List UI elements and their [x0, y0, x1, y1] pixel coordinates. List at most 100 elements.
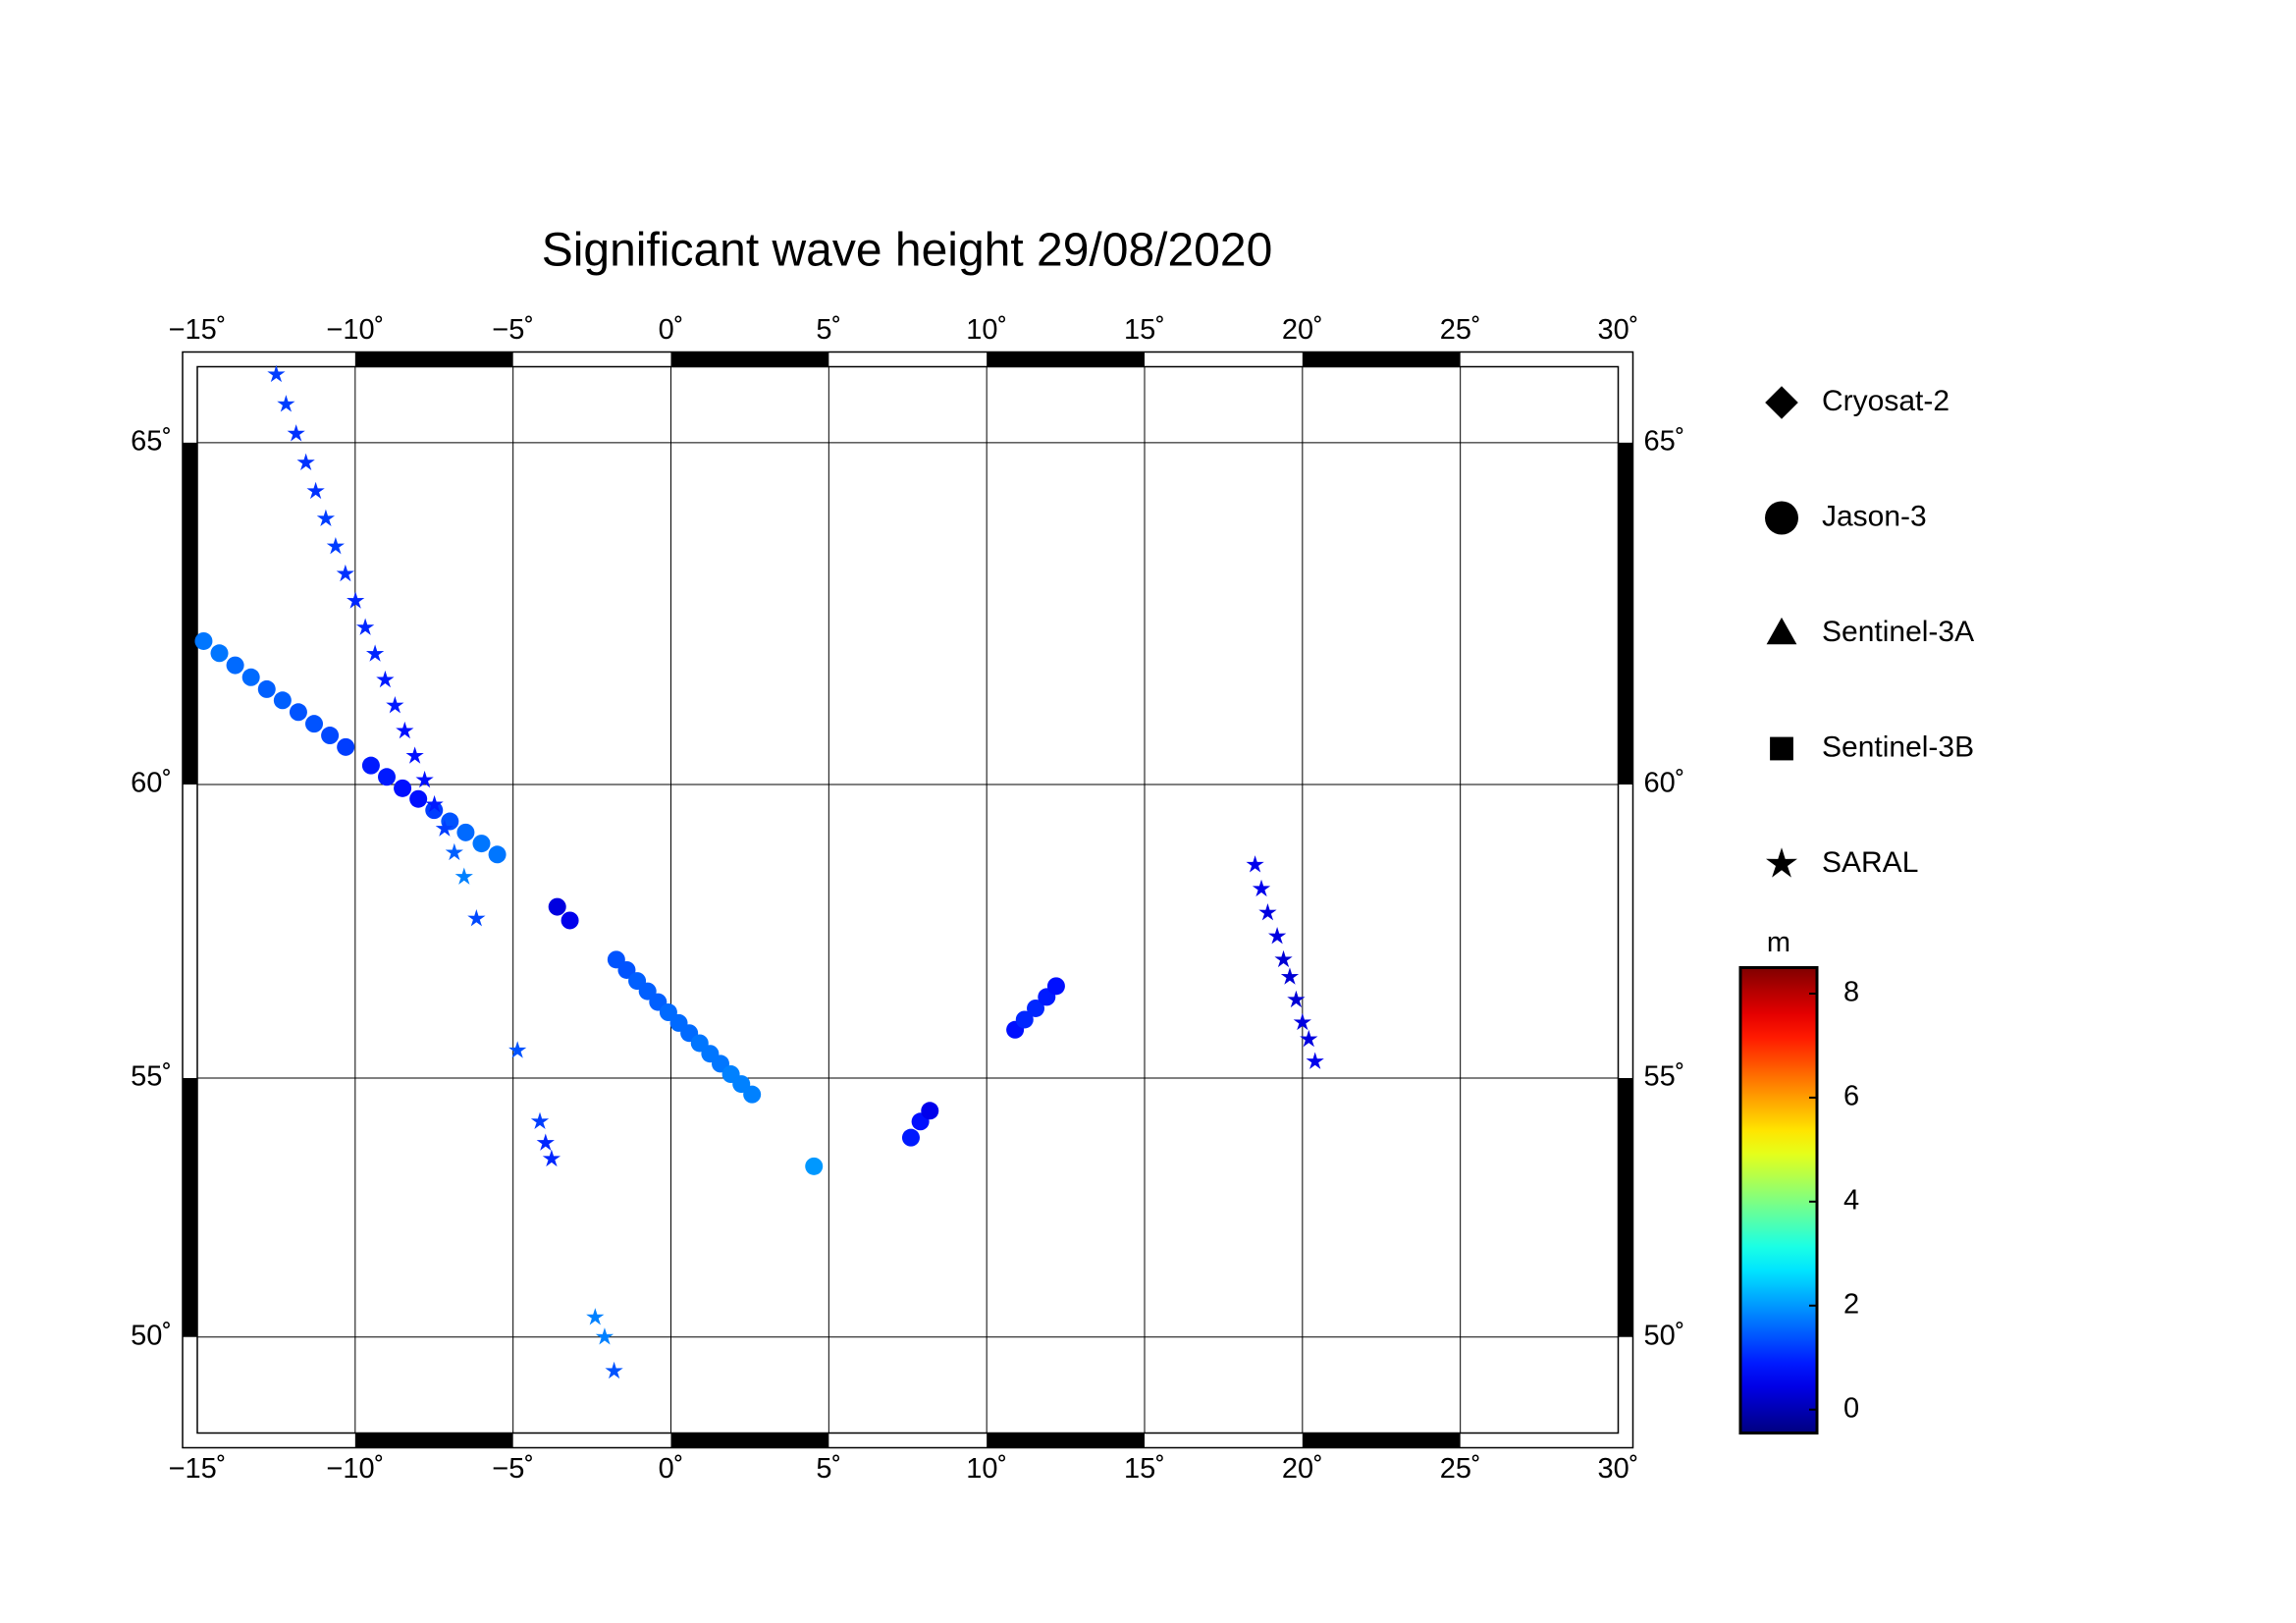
track-point: [305, 715, 324, 733]
track-point: [1258, 903, 1277, 921]
track-point: [586, 1308, 605, 1325]
legend-marker: [1765, 386, 1798, 419]
legend-label: SARAL: [1822, 846, 1918, 879]
frame-bar: [987, 352, 1145, 367]
frame-bar: [1302, 1433, 1461, 1448]
track-point: [445, 842, 463, 861]
tracks: [194, 364, 1324, 1380]
track-point: [405, 746, 424, 764]
x-tick-label: 25˚: [1440, 1453, 1481, 1485]
track-point: [1267, 927, 1287, 945]
legend: Cryosat-2 Jason-3 Sentinel-3A Sentinel-3B SA…: [1765, 385, 1974, 879]
colorbar: m 0 2 4 6 8: [1738, 927, 1859, 1434]
legend-label: Sentinel-3B: [1822, 730, 1974, 763]
track-point: [316, 509, 336, 527]
legend-marker: [1766, 617, 1797, 645]
frame-bar: [354, 352, 513, 367]
track-point: [605, 1361, 623, 1380]
track-point: [210, 644, 229, 663]
track-point: [289, 703, 307, 722]
frame-bar: [183, 442, 197, 785]
track-point: [226, 656, 244, 675]
track-point: [435, 819, 454, 837]
y-tick-label: 65˚: [131, 425, 172, 457]
track-point: [1246, 855, 1264, 873]
track-point: [326, 536, 346, 555]
frame-bar: [1302, 352, 1461, 367]
track-point: [508, 1041, 527, 1058]
track-point: [472, 835, 491, 853]
colorbar-tick-label: 8: [1843, 977, 1859, 1008]
legend-label: Jason-3: [1822, 500, 1927, 532]
track-point: [595, 1327, 614, 1345]
track-point: [1280, 967, 1300, 985]
track-point: [1027, 999, 1045, 1017]
track-point: [365, 644, 385, 662]
x-tick-label: 10˚: [966, 314, 1007, 346]
track-point: [409, 789, 428, 808]
frame-bar: [183, 1077, 197, 1337]
graticule: −15˚ −15˚ −10˚ −10˚ −5˚ −5˚ 0˚ 0˚ 5˚ 5˚ 10˚ 10˚ 15˚ 1…: [131, 314, 1684, 1485]
track-point: [257, 679, 276, 698]
track-point: [241, 668, 260, 686]
track-point: [454, 867, 473, 885]
x-tick-label: 30˚: [1598, 1453, 1639, 1485]
track-point: [467, 909, 486, 927]
track-point: [1015, 1010, 1034, 1029]
x-tick-label: 15˚: [1124, 1453, 1165, 1485]
track-point: [425, 794, 444, 813]
track-point: [548, 897, 566, 916]
track-point: [273, 691, 292, 710]
track-point: [336, 564, 354, 582]
x-tick-label: 5˚: [816, 314, 841, 346]
x-tick-label: 5˚: [816, 1453, 841, 1485]
x-tick-label: 15˚: [1124, 314, 1165, 346]
track-point: [347, 591, 365, 609]
track-point: [456, 823, 475, 841]
legend-marker: [1766, 847, 1797, 878]
track-point: [321, 727, 340, 745]
track-point: [296, 453, 315, 470]
track-point: [1300, 1029, 1318, 1048]
track-point: [386, 696, 404, 714]
y-tick-label: 55˚: [131, 1061, 172, 1093]
track-point: [805, 1157, 824, 1175]
x-tick-label: −5˚: [492, 314, 534, 346]
track-point: [415, 770, 434, 788]
track-point: [743, 1085, 762, 1104]
frame-bar: [1618, 442, 1633, 785]
track-point: [306, 481, 325, 500]
track-point: [1274, 949, 1293, 968]
track-point: [194, 631, 213, 650]
x-tick-label: 0˚: [659, 314, 684, 346]
x-tick-label: 20˚: [1282, 314, 1323, 346]
track-point: [396, 721, 414, 739]
track-point: [561, 911, 579, 930]
frame-bar: [670, 352, 829, 367]
x-tick-label: −15˚: [169, 314, 227, 346]
legend-label: Cryosat-2: [1822, 385, 1949, 417]
y-tick-label: 55˚: [1644, 1061, 1685, 1093]
x-tick-label: −5˚: [492, 1453, 534, 1485]
track-point: [267, 364, 286, 383]
map-title: Significant wave height 29/08/2020: [542, 225, 1273, 277]
track-point: [901, 1128, 920, 1147]
y-tick-label: 50˚: [131, 1320, 172, 1351]
track-point: [530, 1111, 550, 1130]
track-point: [287, 424, 305, 442]
track-point: [277, 395, 295, 412]
y-tick-label: 65˚: [1644, 425, 1685, 457]
y-tick-label: 60˚: [131, 768, 172, 799]
colorbar-tick-label: 0: [1843, 1392, 1859, 1424]
x-tick-label: 30˚: [1598, 314, 1639, 346]
frame-bar: [354, 1433, 513, 1448]
map-frame: [182, 351, 1634, 1449]
x-tick-label: 10˚: [966, 1453, 1007, 1485]
track-point: [1287, 990, 1306, 1008]
x-tick-label: −10˚: [326, 1453, 384, 1485]
track-point: [542, 1149, 561, 1167]
frame-bar: [987, 1433, 1145, 1448]
x-tick-label: 0˚: [659, 1453, 684, 1485]
legend-label: Sentinel-3A: [1822, 616, 1974, 648]
